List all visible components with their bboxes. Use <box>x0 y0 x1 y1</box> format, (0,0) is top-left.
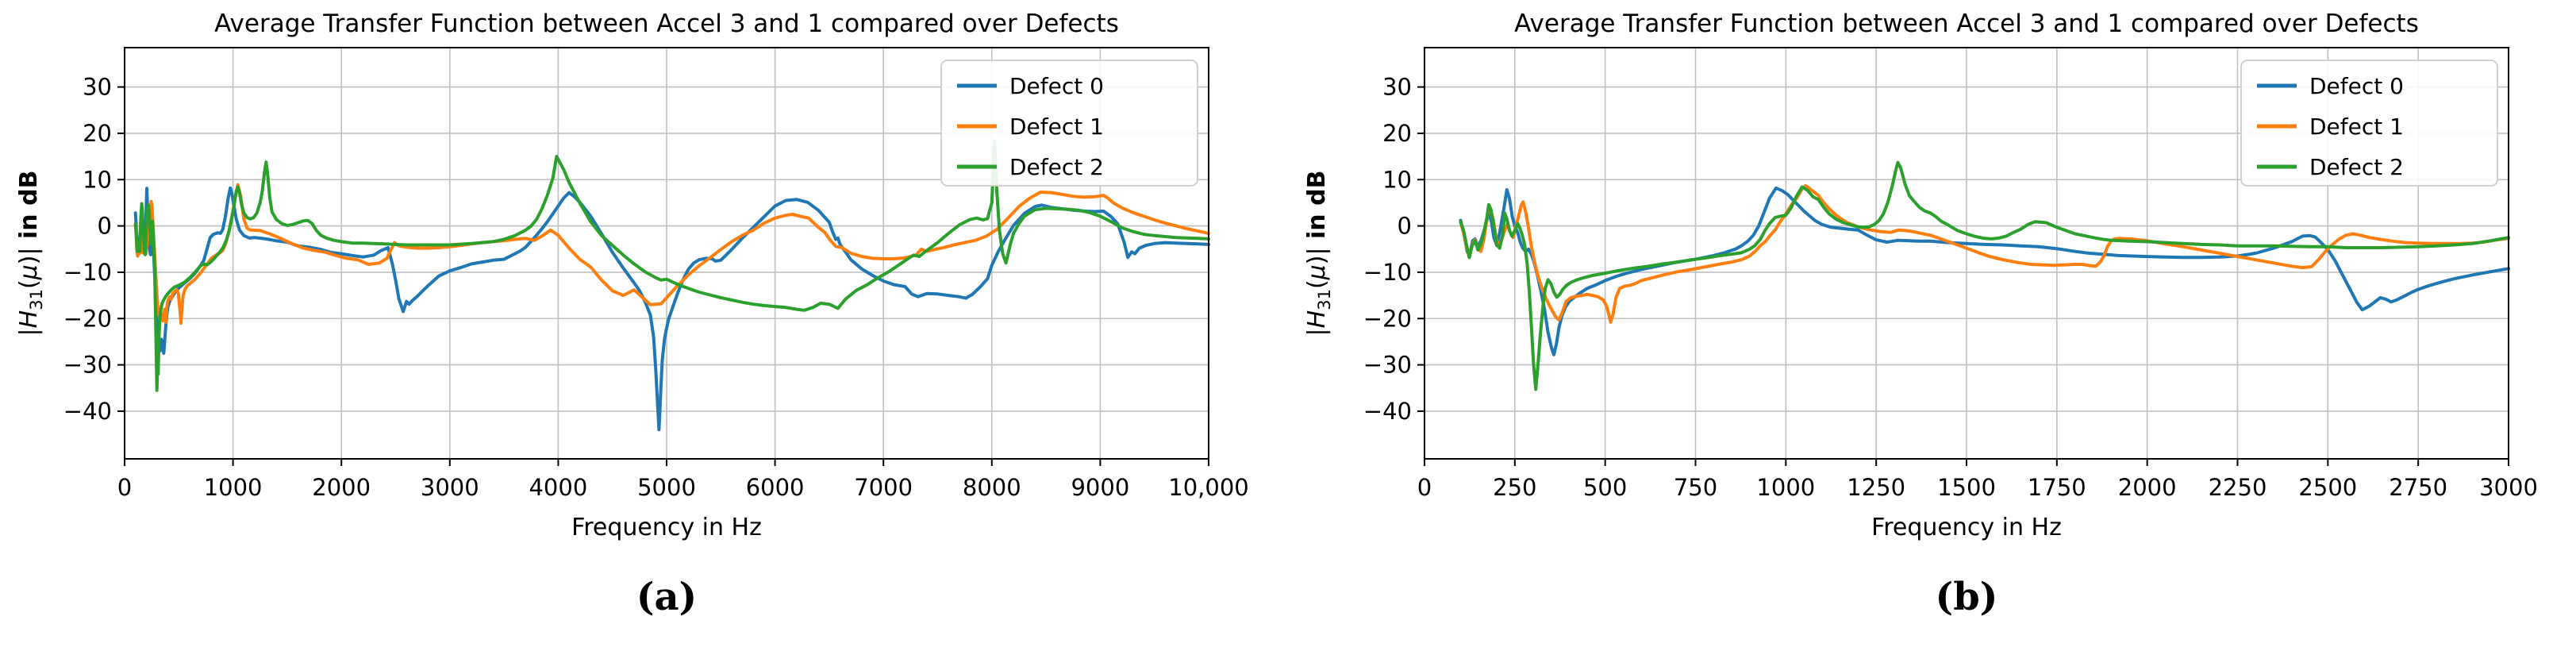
x-tick-label: 9000 <box>1071 474 1129 501</box>
x-tick-label: 2750 <box>2389 474 2447 501</box>
legend-label-1: Defect 1 <box>2309 114 2404 140</box>
x-axis-label: Frequency in Hz <box>1871 514 2062 541</box>
legend-label-0: Defect 0 <box>2309 73 2404 99</box>
x-tick-label: 2500 <box>2298 474 2357 501</box>
series-line-defect-0 <box>133 186 1210 432</box>
x-tick-label: 0 <box>1417 474 1432 501</box>
chart-title: Average Transfer Function between Accel … <box>214 10 1119 38</box>
x-tick-label: 250 <box>1493 474 1536 501</box>
x-tick-label: 500 <box>1583 474 1627 501</box>
legend-label-2: Defect 2 <box>2309 154 2404 180</box>
x-tick-label: 3000 <box>2479 474 2538 501</box>
y-tick-label: −10 <box>63 259 112 286</box>
subplot-caption: (b) <box>1936 575 1998 619</box>
x-tick-label: 0 <box>117 474 132 501</box>
series-line-defect-2 <box>1459 160 2510 391</box>
y-tick-label: 0 <box>1398 213 1412 240</box>
chart-a-canvas: 0 1000 2000 3000 4000 5000 6000 7000 8000 9000 10,… <box>15 10 1249 619</box>
y-tick-label: −30 <box>63 352 112 379</box>
chart-b-canvas: 0 250 500 750 1000 1250 1500 1750 2000 2250 2500 27… <box>1288 0 2576 647</box>
x-tick-label: 1750 <box>2028 474 2086 501</box>
x-tick-label: 750 <box>1674 474 1717 501</box>
legend-box <box>2240 60 2498 187</box>
legend-label-2: Defect 2 <box>1009 154 1104 180</box>
legend-label-1: Defect 1 <box>1009 114 1104 140</box>
x-tick-label: 7000 <box>854 474 913 501</box>
y-tick-label: −30 <box>1363 352 1412 379</box>
legend-label-0: Defect 0 <box>1009 73 1104 99</box>
y-tick-label: −20 <box>63 305 112 332</box>
legend: Defect 0 Defect 1 Defect 2 <box>940 60 1198 187</box>
legend: Defect 0 Defect 1 Defect 2 <box>2240 60 2498 187</box>
legend-box <box>940 60 1198 187</box>
y-tick-label: 30 <box>1382 74 1412 101</box>
x-tick-label: 5000 <box>637 474 696 501</box>
y-tick-label: −10 <box>1363 259 1412 286</box>
x-tick-label: 1000 <box>204 474 263 501</box>
x-tick-label: 1500 <box>1937 474 1996 501</box>
y-tick-label: 0 <box>98 213 112 240</box>
x-tick-label: 1000 <box>1756 474 1815 501</box>
y-tick-label: 20 <box>83 120 112 147</box>
x-tick-label: 2250 <box>2209 474 2267 501</box>
series-line-defect-1 <box>1459 183 2510 324</box>
x-tick-label: 8000 <box>963 474 1021 501</box>
subplot-caption: (a) <box>636 575 698 619</box>
x-tick-label: 2000 <box>312 474 371 501</box>
x-tick-label: 10,000 <box>1168 474 1248 501</box>
x-tick-label: 3000 <box>421 474 479 501</box>
y-tick-label: −40 <box>1363 398 1412 425</box>
x-tick-label: 6000 <box>746 474 805 501</box>
y-tick-label: 20 <box>1382 120 1412 147</box>
subplot-a: 0 1000 2000 3000 4000 5000 6000 7000 8000 9000 10,… <box>15 10 1249 619</box>
y-tick-label: −20 <box>1363 305 1412 332</box>
y-tick-label: −40 <box>63 398 112 425</box>
y-tick-label: 10 <box>1382 166 1412 193</box>
y-tick-label: 30 <box>83 74 112 101</box>
y-axis-label: |H31(μ)| in dB <box>15 171 46 337</box>
x-tick-label: 1250 <box>1847 474 1905 501</box>
y-axis-label: |H31(μ)| in dB <box>1303 171 1334 337</box>
x-tick-label: 4000 <box>529 474 587 501</box>
y-tick-label: 10 <box>83 166 112 193</box>
chart-title: Average Transfer Function between Accel … <box>1514 10 2419 38</box>
x-axis-label: Frequency in Hz <box>571 514 762 541</box>
subplot-b: 0 250 500 750 1000 1250 1500 1750 2000 2250 2500 27… <box>1288 0 2576 647</box>
x-tick-label: 2000 <box>2118 474 2177 501</box>
series-line-defect-2 <box>133 139 1210 392</box>
